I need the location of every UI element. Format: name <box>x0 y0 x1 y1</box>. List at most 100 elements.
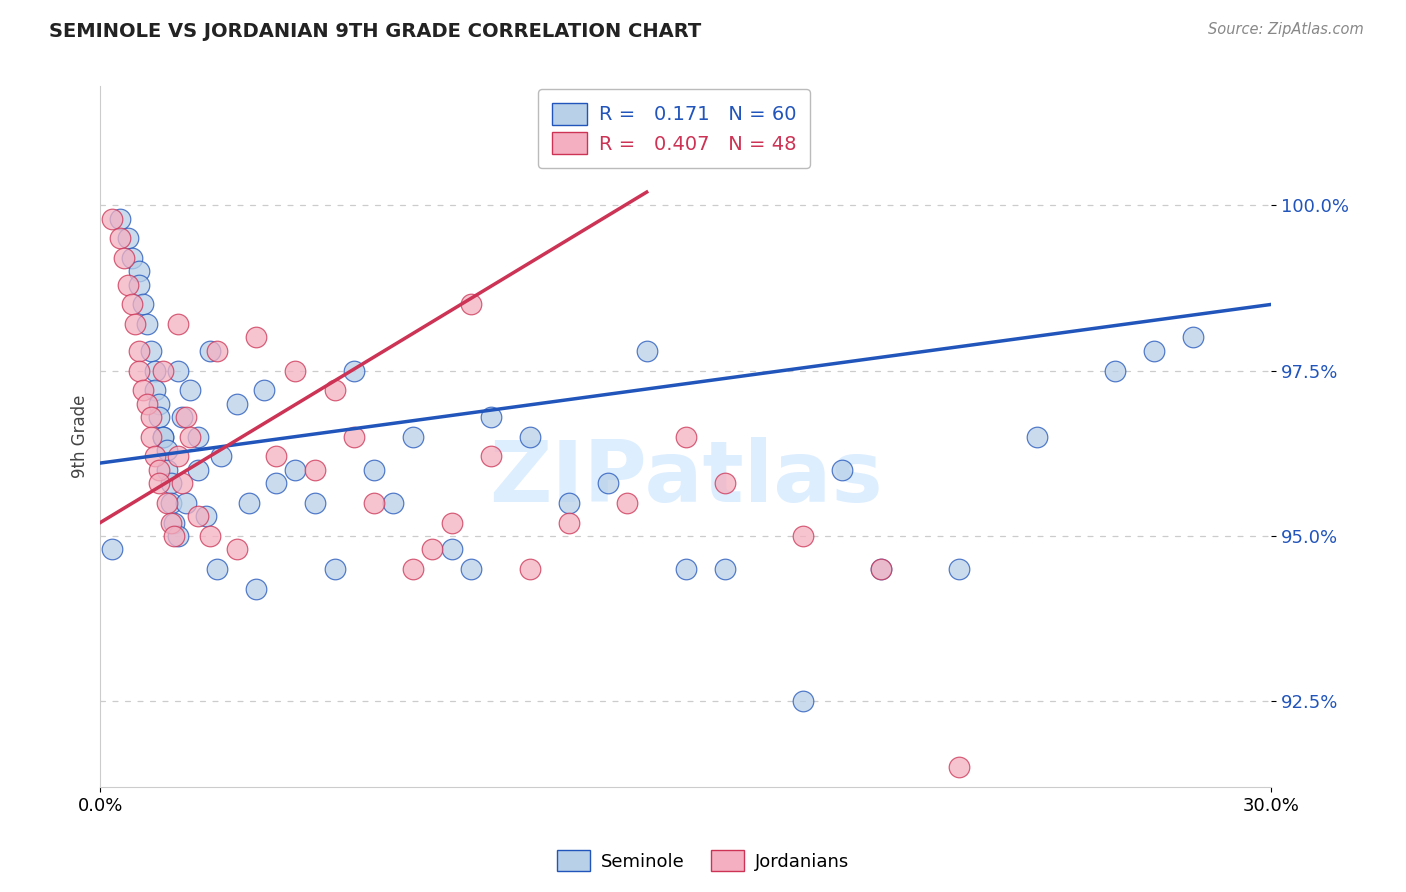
Point <box>479 409 502 424</box>
Point <box>159 516 181 530</box>
Point <box>440 516 463 530</box>
Point <box>264 475 287 490</box>
Point <box>363 463 385 477</box>
Point <box>479 450 502 464</box>
Point <box>557 516 579 530</box>
Point <box>713 562 735 576</box>
Y-axis label: 9th Grade: 9th Grade <box>72 395 89 478</box>
Point <box>304 496 326 510</box>
Point <box>304 463 326 477</box>
Point <box>139 409 162 424</box>
Point <box>101 211 124 226</box>
Point <box>198 529 221 543</box>
Text: Source: ZipAtlas.com: Source: ZipAtlas.com <box>1208 22 1364 37</box>
Point <box>112 251 135 265</box>
Point <box>124 318 146 332</box>
Point <box>163 529 186 543</box>
Point <box>1143 343 1166 358</box>
Point <box>167 363 190 377</box>
Point <box>132 384 155 398</box>
Point <box>108 211 131 226</box>
Point <box>101 541 124 556</box>
Point <box>1182 330 1205 344</box>
Point <box>143 450 166 464</box>
Point <box>128 343 150 358</box>
Point <box>636 343 658 358</box>
Point <box>159 475 181 490</box>
Point <box>675 429 697 443</box>
Point <box>148 475 170 490</box>
Point <box>948 760 970 774</box>
Point <box>152 429 174 443</box>
Point <box>187 508 209 523</box>
Point <box>174 409 197 424</box>
Point <box>174 496 197 510</box>
Point <box>831 463 853 477</box>
Point <box>343 429 366 443</box>
Legend: Seminole, Jordanians: Seminole, Jordanians <box>550 843 856 879</box>
Point <box>187 429 209 443</box>
Point <box>713 475 735 490</box>
Point <box>159 496 181 510</box>
Point <box>284 363 307 377</box>
Point <box>179 384 201 398</box>
Point <box>209 450 232 464</box>
Point <box>117 231 139 245</box>
Point <box>557 496 579 510</box>
Point <box>460 562 482 576</box>
Point <box>264 450 287 464</box>
Point <box>167 450 190 464</box>
Point <box>460 297 482 311</box>
Text: SEMINOLE VS JORDANIAN 9TH GRADE CORRELATION CHART: SEMINOLE VS JORDANIAN 9TH GRADE CORRELAT… <box>49 22 702 41</box>
Point <box>519 429 541 443</box>
Point <box>1104 363 1126 377</box>
Point <box>792 694 814 708</box>
Point <box>148 409 170 424</box>
Point <box>420 541 443 556</box>
Point <box>108 231 131 245</box>
Point <box>596 475 619 490</box>
Point <box>440 541 463 556</box>
Point <box>245 582 267 596</box>
Point <box>152 363 174 377</box>
Point <box>343 363 366 377</box>
Point <box>156 442 179 457</box>
Point <box>284 463 307 477</box>
Point <box>121 251 143 265</box>
Point <box>128 264 150 278</box>
Point <box>143 363 166 377</box>
Point <box>136 318 159 332</box>
Text: ZIPatlas: ZIPatlas <box>489 437 883 520</box>
Point <box>194 508 217 523</box>
Point <box>792 529 814 543</box>
Point <box>519 562 541 576</box>
Point <box>238 496 260 510</box>
Point <box>121 297 143 311</box>
Point <box>401 562 423 576</box>
Point <box>148 463 170 477</box>
Point <box>198 343 221 358</box>
Point <box>148 396 170 410</box>
Legend: R =   0.171   N = 60, R =   0.407   N = 48: R = 0.171 N = 60, R = 0.407 N = 48 <box>538 89 810 168</box>
Point <box>245 330 267 344</box>
Point <box>139 429 162 443</box>
Point <box>869 562 891 576</box>
Point <box>156 463 179 477</box>
Point <box>139 343 162 358</box>
Point <box>226 396 249 410</box>
Point <box>132 297 155 311</box>
Point <box>167 529 190 543</box>
Point <box>207 562 229 576</box>
Point <box>117 277 139 292</box>
Point <box>616 496 638 510</box>
Point <box>163 516 186 530</box>
Point <box>226 541 249 556</box>
Point <box>187 463 209 477</box>
Point <box>172 475 194 490</box>
Point <box>401 429 423 443</box>
Point <box>136 396 159 410</box>
Point <box>128 363 150 377</box>
Point <box>143 384 166 398</box>
Point <box>167 318 190 332</box>
Point <box>1026 429 1049 443</box>
